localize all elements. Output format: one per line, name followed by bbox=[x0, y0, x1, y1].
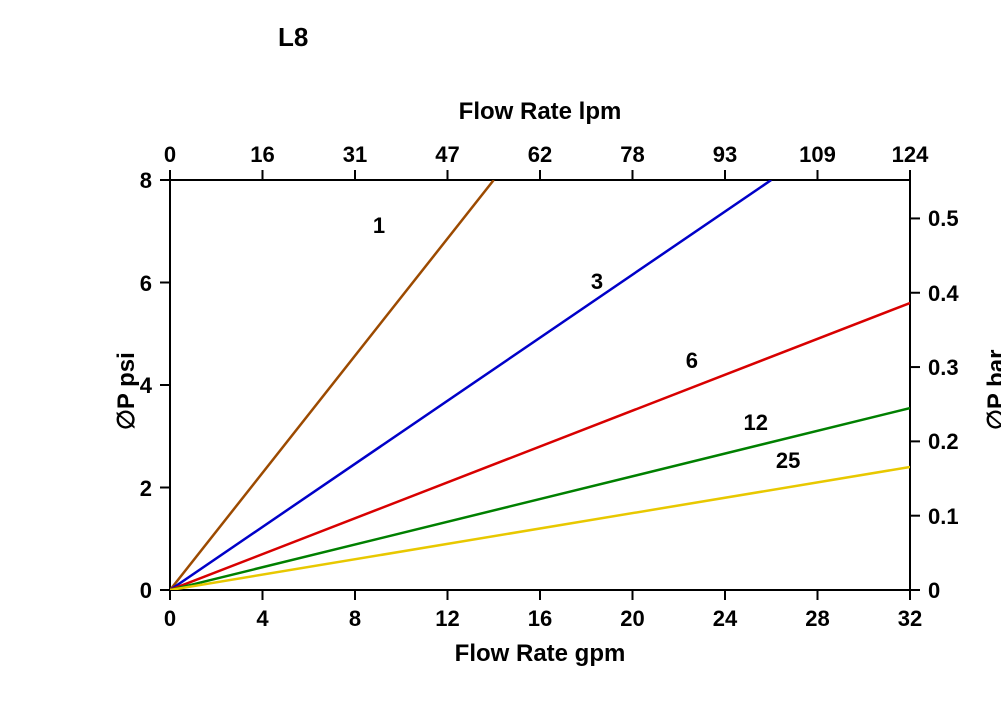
x-top-tick-label: 124 bbox=[892, 142, 929, 168]
y-left-tick-label: 2 bbox=[140, 476, 152, 502]
x-top-tick-label: 16 bbox=[250, 142, 274, 168]
x-bottom-tick-label: 28 bbox=[805, 606, 829, 632]
series-label-25: 25 bbox=[776, 448, 800, 474]
series-line-25 bbox=[170, 467, 910, 590]
x-bottom-tick-label: 16 bbox=[528, 606, 552, 632]
x-bottom-tick-label: 8 bbox=[349, 606, 361, 632]
series-label-1: 1 bbox=[373, 213, 385, 239]
x-axis-bottom-label: Flow Rate gpm bbox=[455, 640, 626, 668]
x-top-tick-label: 62 bbox=[528, 142, 552, 168]
series-label-12: 12 bbox=[744, 410, 768, 436]
x-bottom-tick-label: 24 bbox=[713, 606, 737, 632]
series-line-6 bbox=[170, 303, 910, 590]
y-axis-right-label: ∅P bar bbox=[982, 350, 1001, 431]
y-right-tick-label: 0.5 bbox=[928, 206, 959, 232]
y-left-tick-label: 0 bbox=[140, 578, 152, 604]
x-top-tick-label: 78 bbox=[620, 142, 644, 168]
x-bottom-tick-label: 4 bbox=[256, 606, 268, 632]
x-top-tick-label: 0 bbox=[164, 142, 176, 168]
x-bottom-tick-label: 20 bbox=[620, 606, 644, 632]
x-axis-top-label: Flow Rate lpm bbox=[459, 98, 622, 126]
x-top-tick-label: 109 bbox=[799, 142, 836, 168]
y-left-tick-label: 8 bbox=[140, 168, 152, 194]
y-right-tick-label: 0.2 bbox=[928, 429, 959, 455]
y-right-tick-label: 0.4 bbox=[928, 281, 959, 307]
x-bottom-tick-label: 12 bbox=[435, 606, 459, 632]
series-line-12 bbox=[170, 408, 910, 590]
y-right-tick-label: 0.1 bbox=[928, 504, 959, 530]
x-bottom-tick-label: 32 bbox=[898, 606, 922, 632]
series-label-6: 6 bbox=[686, 348, 698, 374]
chart-title: L8 bbox=[278, 22, 308, 53]
y-right-tick-label: 0.3 bbox=[928, 355, 959, 381]
y-left-tick-label: 6 bbox=[140, 271, 152, 297]
x-top-tick-label: 47 bbox=[435, 142, 459, 168]
y-axis-left-label: ∅P psi bbox=[112, 352, 141, 430]
series-label-3: 3 bbox=[591, 269, 603, 295]
y-left-tick-label: 4 bbox=[140, 373, 152, 399]
y-right-tick-label: 0 bbox=[928, 578, 940, 604]
series-line-3 bbox=[170, 180, 771, 590]
x-top-tick-label: 31 bbox=[343, 142, 367, 168]
x-bottom-tick-label: 0 bbox=[164, 606, 176, 632]
chart-root: { "chart": { "type": "line", "title": "L… bbox=[0, 0, 1001, 705]
x-top-tick-label: 93 bbox=[713, 142, 737, 168]
